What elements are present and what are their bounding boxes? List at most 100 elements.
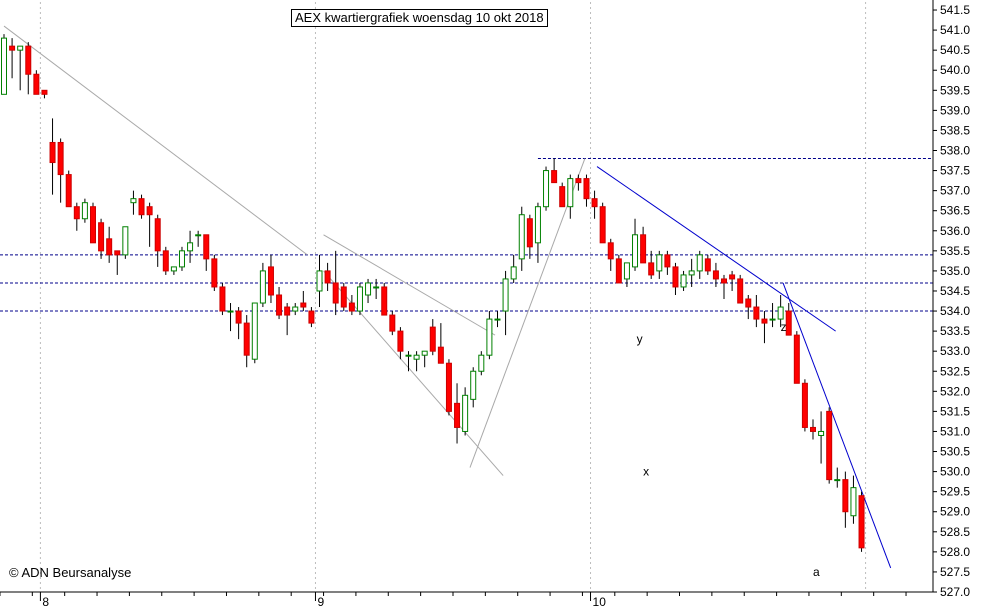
candle — [421, 350, 428, 368]
candle — [462, 387, 469, 436]
candle-body — [615, 258, 622, 284]
candle-body — [114, 250, 121, 256]
candle-body — [745, 298, 752, 308]
y-tick-label: 527.0 — [940, 585, 970, 599]
candle — [122, 226, 129, 259]
candle — [340, 282, 347, 312]
trend-line — [3, 25, 308, 256]
candle-body — [502, 278, 509, 312]
candle — [203, 234, 210, 271]
candle-body — [356, 286, 363, 312]
candle-body — [559, 186, 566, 208]
candle — [65, 170, 72, 208]
candle-body — [543, 170, 550, 208]
trend-lines — [3, 25, 892, 569]
y-tick-label: 535.5 — [940, 244, 970, 258]
candle — [243, 315, 250, 368]
candle — [559, 182, 566, 208]
candle — [632, 218, 639, 271]
candle-body — [89, 206, 96, 244]
candle-body — [251, 302, 258, 360]
candle-body — [462, 394, 469, 432]
y-tick-label: 532.5 — [940, 364, 970, 378]
x-tick-label: 10 — [593, 595, 607, 609]
candle — [615, 254, 622, 284]
candle — [235, 307, 242, 340]
candle-body — [421, 350, 428, 356]
candle-body — [138, 198, 145, 216]
candle — [251, 302, 258, 364]
candle — [316, 254, 323, 308]
y-tick-label: 531.0 — [940, 424, 970, 438]
candle-body — [591, 198, 598, 208]
candle — [170, 266, 177, 275]
candle — [543, 166, 550, 211]
candle — [73, 202, 80, 231]
trend-label: z — [781, 320, 787, 334]
candle — [858, 491, 865, 552]
candle — [834, 467, 841, 488]
candle-body — [729, 274, 736, 280]
y-tick-label: 541.5 — [940, 3, 970, 17]
candle-body — [526, 218, 533, 248]
candle — [429, 319, 436, 356]
candle — [607, 238, 614, 271]
candle — [178, 246, 185, 271]
candles — [1, 34, 865, 552]
candle — [648, 250, 655, 279]
y-tick-label: 528.0 — [940, 545, 970, 559]
candle — [454, 383, 461, 444]
candle-body — [599, 206, 606, 244]
candle — [753, 294, 760, 328]
y-tick-label: 534.0 — [940, 304, 970, 318]
candle — [33, 70, 40, 95]
candle-body — [437, 346, 444, 364]
candle — [138, 194, 145, 219]
y-tick-label: 537.0 — [940, 184, 970, 198]
candle-body — [478, 354, 485, 372]
candle-body — [793, 334, 800, 384]
candle-body — [259, 270, 266, 304]
candle — [219, 282, 226, 316]
chart-title: AEX kwartiergrafiek woensdag 10 okt 2018 — [291, 9, 548, 27]
candle — [57, 138, 64, 203]
candle-body — [73, 206, 80, 220]
trend-labels: x y z a — [637, 320, 820, 579]
y-tick-label: 529.0 — [940, 505, 970, 519]
candle — [591, 190, 598, 219]
candle — [526, 214, 533, 259]
candle-body — [486, 318, 493, 356]
candle-body — [623, 262, 630, 280]
candle — [745, 294, 752, 320]
x-tick-label: 8 — [42, 595, 49, 609]
candle-body — [292, 306, 299, 312]
y-tick-label: 527.5 — [940, 565, 970, 579]
candle-body — [664, 254, 671, 268]
candle — [41, 89, 48, 99]
candle — [478, 351, 485, 376]
y-tick-label: 530.0 — [940, 465, 970, 479]
x-tick-label: 9 — [317, 595, 324, 609]
candle — [324, 262, 331, 291]
candle-body — [607, 242, 614, 260]
candle — [470, 367, 477, 408]
candle — [9, 38, 16, 79]
trend-label: x — [643, 465, 649, 479]
candle-body — [470, 370, 477, 400]
candle-body — [777, 306, 784, 320]
candle — [688, 258, 695, 287]
candle-body — [98, 222, 105, 252]
candle-body — [348, 302, 355, 312]
candle — [397, 327, 404, 360]
candle-body — [170, 266, 177, 272]
candle — [162, 246, 169, 275]
candle — [680, 270, 687, 291]
candle-body — [413, 354, 420, 360]
candle — [284, 303, 291, 336]
trend-label: a — [813, 565, 820, 579]
candle — [672, 262, 679, 295]
candle-body — [25, 45, 32, 75]
candle-body — [373, 286, 380, 289]
candle — [98, 218, 105, 259]
